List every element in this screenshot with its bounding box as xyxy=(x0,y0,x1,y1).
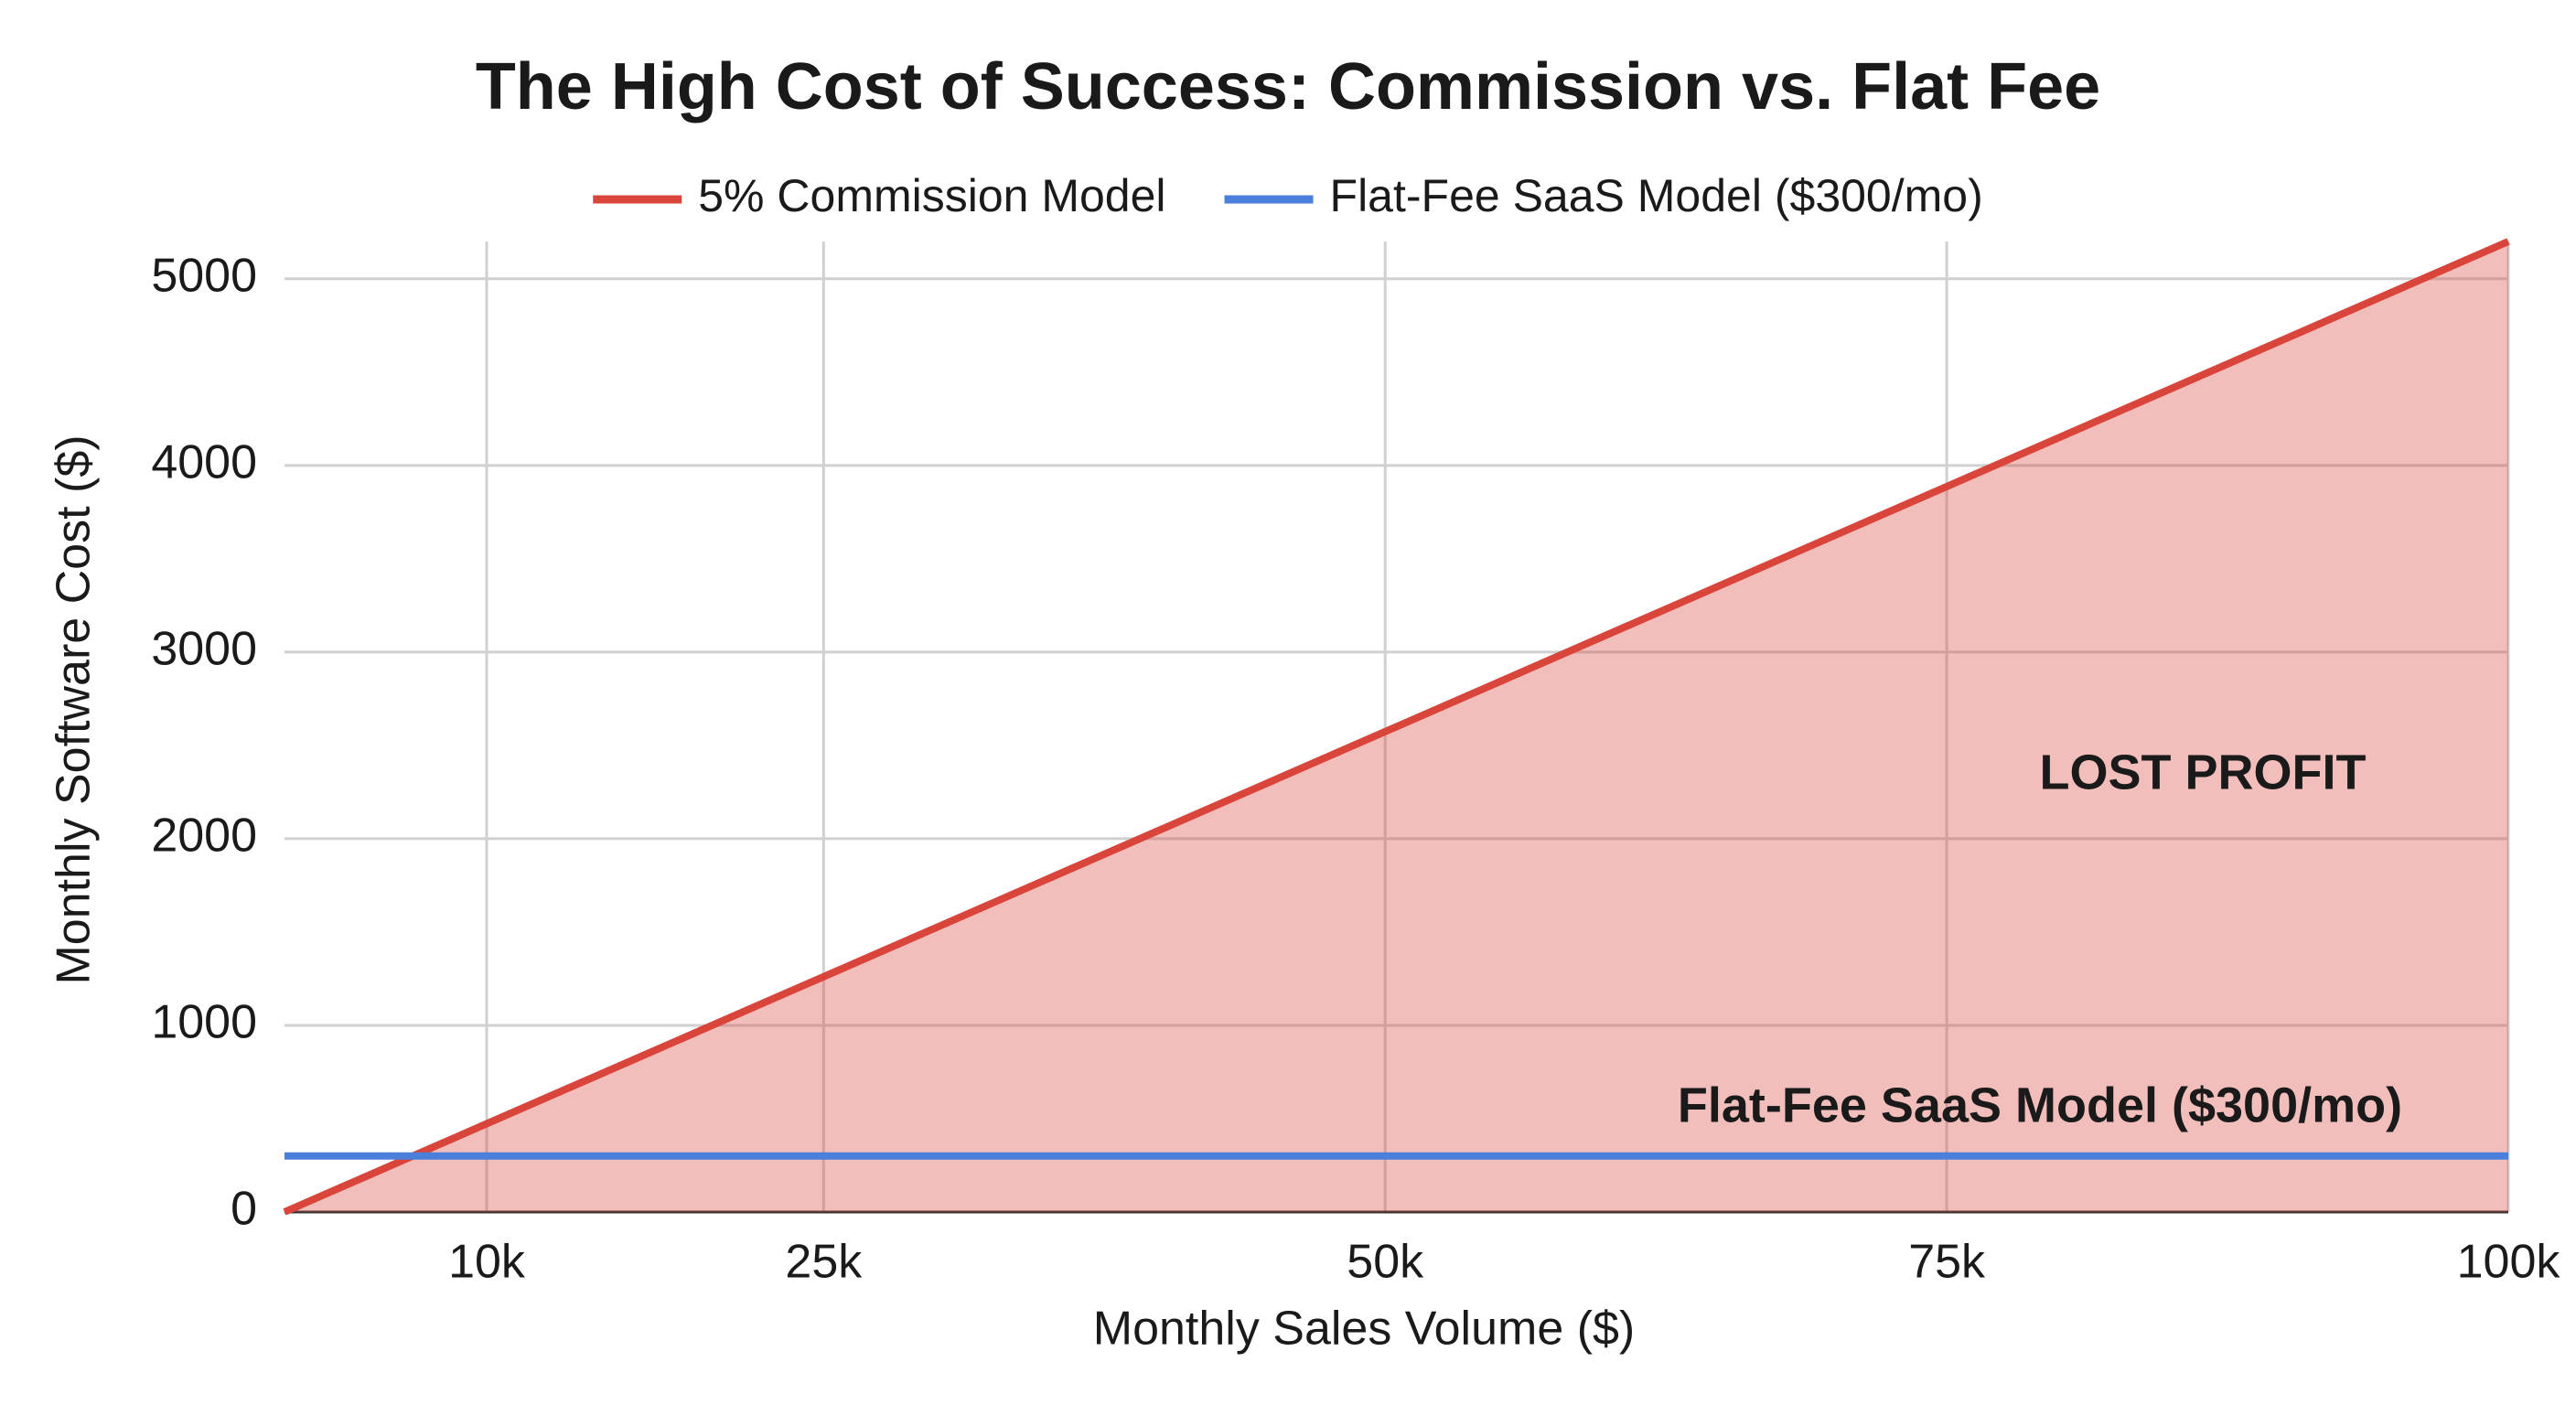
y-tick-label: 2000 xyxy=(151,810,257,863)
x-axis-title: Monthly Sales Volume ($) xyxy=(1093,1303,1636,1356)
y-tick-label: 4000 xyxy=(151,436,257,489)
x-tick-label: 75k xyxy=(1908,1236,1986,1289)
x-tick-label: 25k xyxy=(785,1236,863,1289)
chart-title: The High Cost of Success: Commission vs.… xyxy=(476,50,2100,123)
grid xyxy=(284,241,2510,1214)
legend-label: 5% Commission Model xyxy=(698,170,1165,221)
y-tick-label: 0 xyxy=(231,1183,257,1236)
y-tick-label: 3000 xyxy=(151,623,257,676)
y-tick-label: 5000 xyxy=(151,250,257,303)
x-tick-label: 100k xyxy=(2457,1236,2561,1289)
legend-label: Flat-Fee SaaS Model ($300/mo) xyxy=(1330,170,1983,221)
annotation: Flat-Fee SaaS Model ($300/mo) xyxy=(1678,1078,2402,1132)
annotation: LOST PROFIT xyxy=(2040,745,2367,799)
marks xyxy=(283,238,2510,1216)
y-axis-title: Monthly Software Cost ($) xyxy=(48,434,101,984)
y-tick-label: 1000 xyxy=(151,996,257,1049)
x-tick-label: 50k xyxy=(1347,1236,1424,1289)
series-line xyxy=(283,238,2510,1216)
x-tick-label: 10k xyxy=(448,1236,526,1289)
labels: 0 1000 2000 3000 4000 5000 10k 25k 50k 75k 100k 5% … xyxy=(151,170,2560,1289)
